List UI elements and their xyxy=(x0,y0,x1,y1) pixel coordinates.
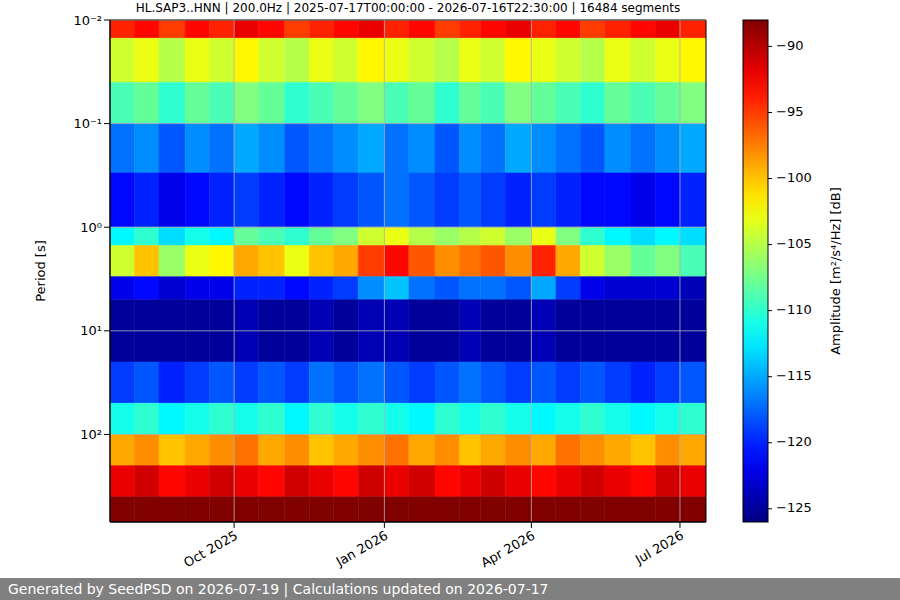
svg-text:−105: −105 xyxy=(776,236,812,251)
svg-text:Period [s]: Period [s] xyxy=(33,240,48,302)
svg-text:10⁰: 10⁰ xyxy=(80,220,102,235)
svg-text:−90: −90 xyxy=(776,38,803,53)
html-text:Generated by SeedPSD on 2026-0: Generated by SeedPSD on 2026-07-19 | Cal… xyxy=(8,581,549,597)
svg-text:10¹: 10¹ xyxy=(80,323,102,338)
svg-text:−95: −95 xyxy=(776,104,803,119)
svg-text:Oct 2025: Oct 2025 xyxy=(181,528,240,571)
svg-text:10²: 10² xyxy=(80,427,102,442)
svg-text:−120: −120 xyxy=(776,434,812,449)
svg-text:−100: −100 xyxy=(776,170,812,185)
svg-text:−125: −125 xyxy=(776,500,812,515)
html-text:HL.SAP3..HNN | 200.0Hz | 2025-: HL.SAP3..HNN | 200.0Hz | 2025-07-17T00:0… xyxy=(135,1,681,15)
svg-text:Apr 2026: Apr 2026 xyxy=(478,528,537,571)
svg-text:−115: −115 xyxy=(776,368,812,383)
svg-text:Amplitude [m²/s⁴/Hz] [dB]: Amplitude [m²/s⁴/Hz] [dB] xyxy=(828,187,843,355)
svg-text:Jan 2026: Jan 2026 xyxy=(333,528,391,570)
svg-text:10⁻²: 10⁻² xyxy=(73,13,102,28)
svg-text:Jul 2026: Jul 2026 xyxy=(632,528,686,568)
svg-text:−110: −110 xyxy=(776,302,812,317)
svg-text:10⁻¹: 10⁻¹ xyxy=(73,116,102,131)
